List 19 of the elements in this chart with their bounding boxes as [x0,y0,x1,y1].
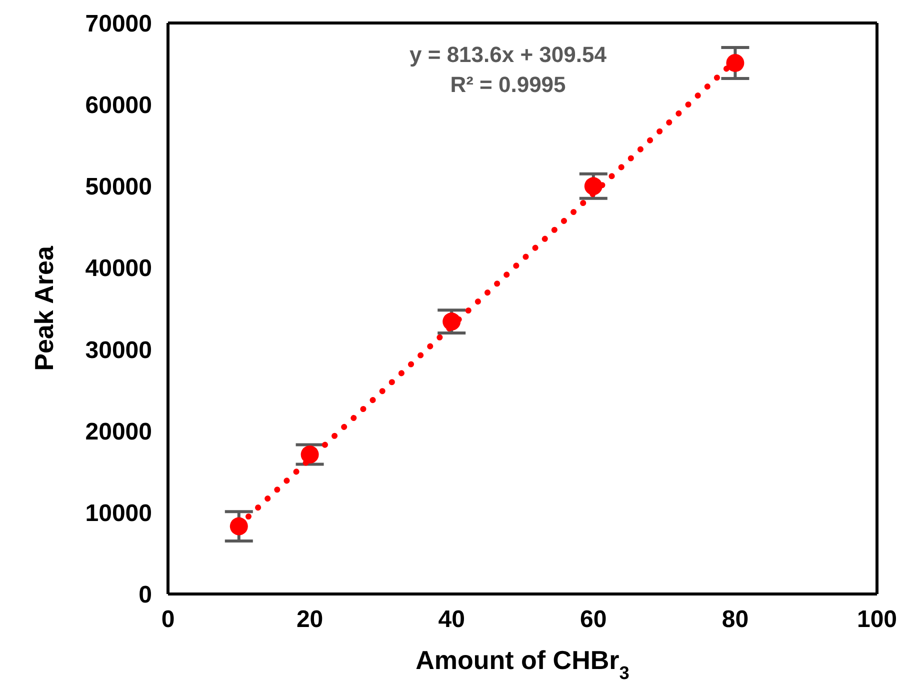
point [726,54,744,72]
annotation: y = 813.6x + 309.54 [408,41,608,69]
x-tick-label: 100 [856,606,898,634]
x-tick-label: 0 [161,606,175,634]
y-tick-label: 50000 [85,174,152,201]
y-tick-label: 30000 [85,336,152,364]
y-tick-label: 60000 [85,92,152,120]
x-tick-label: 20 [296,606,324,634]
y-tick-label: 20000 [85,418,152,446]
y-tick-label: 70000 [85,10,152,38]
x-tick-label: 40 [438,606,465,634]
y-axis-title: Peak Area [29,246,59,371]
x-tick-label: 80 [722,606,749,634]
y-tick-label: 10000 [85,500,152,527]
x-axis-title: Amount of CHBr$_{3}$ [416,645,630,683]
y-tick-label: 40000 [85,255,152,282]
annotation: R² = 0.9995 [449,71,567,99]
x-tick-label: 60 [580,606,607,634]
y-tick-label: 0 [138,582,152,609]
